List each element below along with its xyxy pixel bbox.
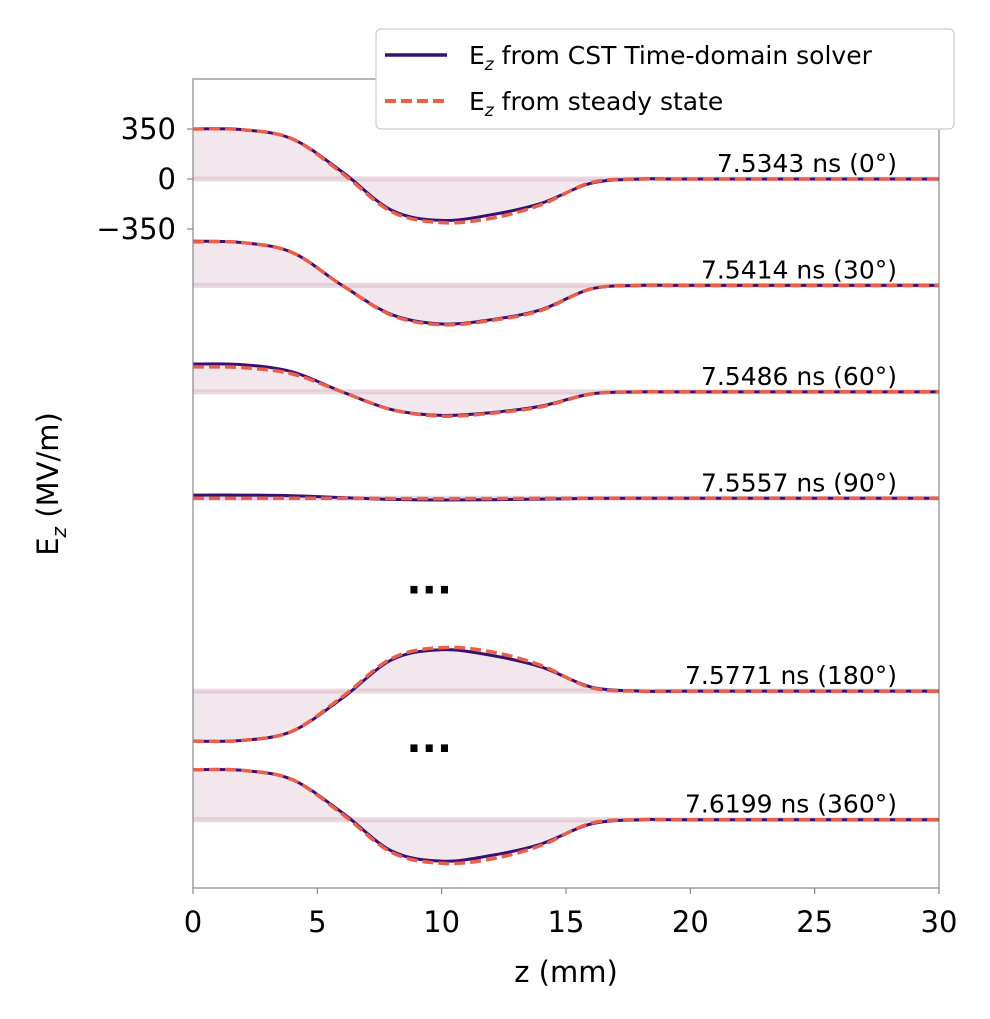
ellipsis-marker: ... [406, 716, 452, 762]
x-tick-label: 5 [308, 905, 326, 939]
steady-line-360deg [192, 767, 939, 866]
trace-label-0deg: 7.5343 ns (0°) [717, 149, 897, 178]
legend-label-solver: Ez from CST Time-domain solver [469, 41, 873, 75]
trace-fill-180deg [193, 649, 939, 742]
trace-label-90deg: 7.5557 ns (90°) [701, 468, 897, 497]
y-axis-title: Ez (MV/m) [31, 412, 71, 556]
y-tick-label: 350 [121, 112, 176, 146]
trace-label-180deg: 7.5771 ns (180°) [685, 661, 897, 690]
x-tick-label: 30 [921, 905, 958, 939]
trace-label-layer: 7.5343 ns (0°) 7.5414 ns (30°) 7.5486 ns (… [685, 149, 897, 819]
x-tick-label: 20 [672, 905, 709, 939]
legend-label-steady: Ez from steady state [469, 87, 723, 121]
trace-fill-30deg [193, 241, 939, 325]
trace-fill-60deg [193, 363, 939, 416]
steady-line-180deg [192, 645, 939, 744]
steady-line-0deg [192, 127, 939, 225]
ellipsis-layer: ...... [406, 557, 452, 762]
trace-line-layer [192, 127, 939, 866]
trace-label-60deg: 7.5486 ns (60°) [701, 362, 897, 391]
steady-line-60deg [192, 365, 939, 418]
ellipsis-marker: ... [406, 557, 452, 603]
legend: Ez from CST Time-domain solver Ez from st… [375, 28, 955, 130]
trace-fill-0deg [193, 128, 939, 221]
trace-label-30deg: 7.5414 ns (30°) [701, 255, 897, 284]
x-axis-title: z (mm) [514, 955, 618, 989]
x-tick-label: 10 [423, 905, 460, 939]
x-axis: 0 5 10 15 20 25 30 [184, 888, 958, 939]
trace-label-360deg: 7.6199 ns (360°) [685, 790, 897, 819]
x-tick-label: 0 [184, 905, 202, 939]
x-tick-label: 25 [796, 905, 833, 939]
trace-fill-360deg [193, 769, 939, 862]
x-tick-label: 15 [548, 905, 585, 939]
y-axis: 350 0 −350 [96, 112, 193, 246]
legend-box [375, 28, 955, 130]
steady-line-30deg [192, 239, 939, 327]
y-tick-label: −350 [96, 212, 176, 246]
y-tick-label: 0 [158, 162, 176, 196]
